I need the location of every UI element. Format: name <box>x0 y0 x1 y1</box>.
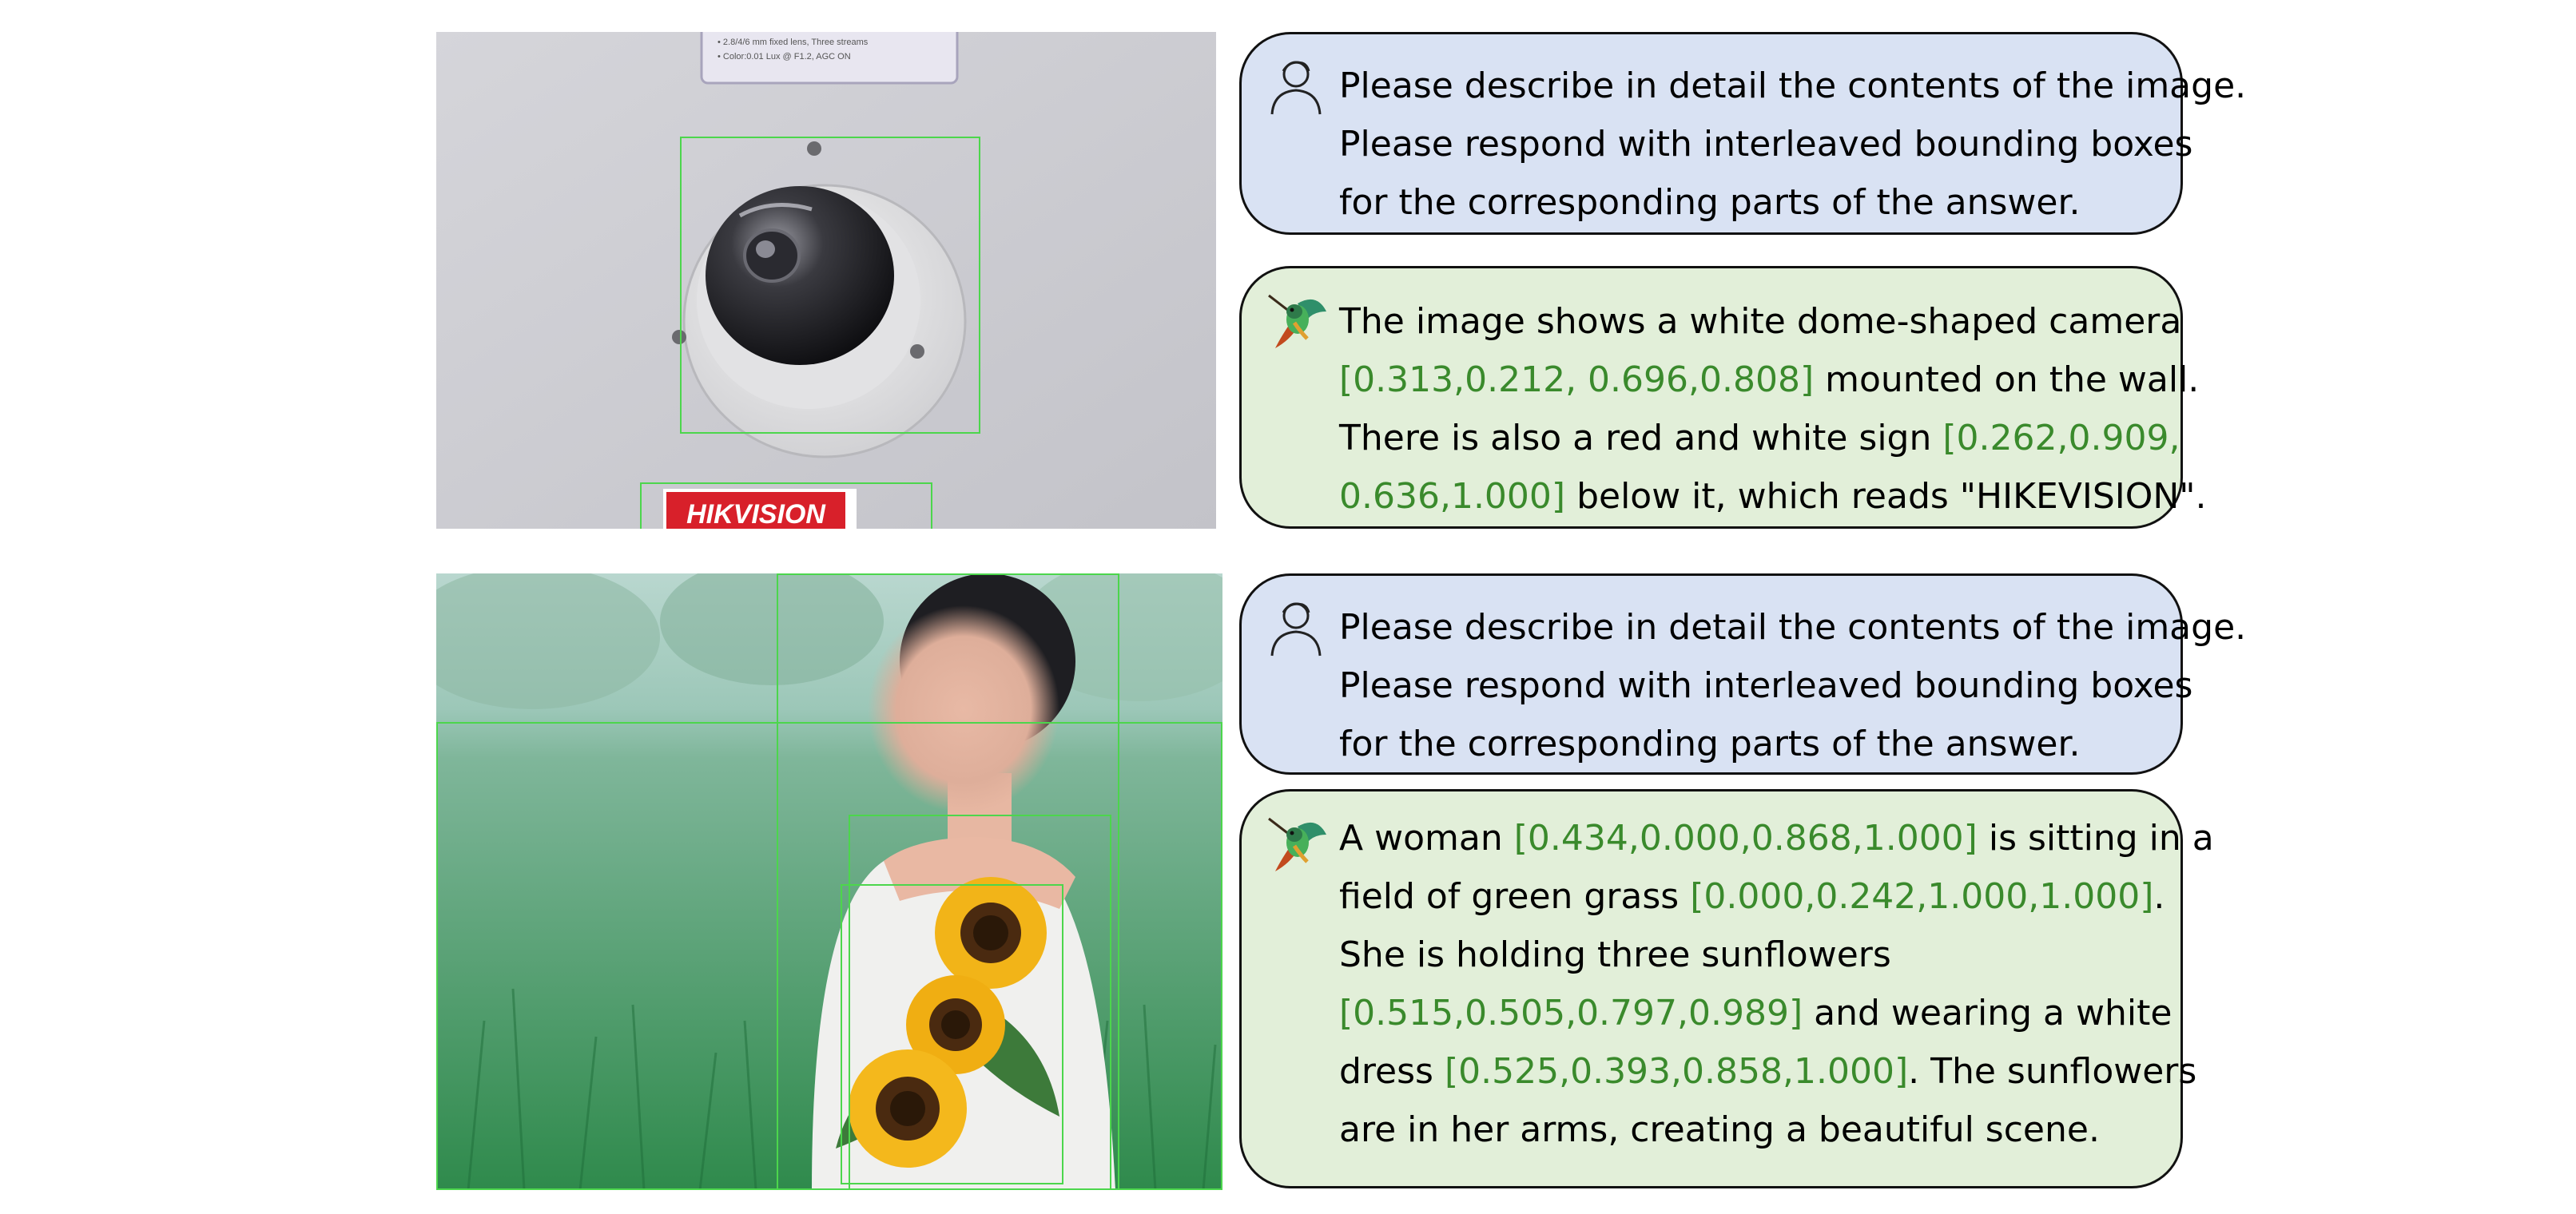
bbox-camera <box>680 137 980 434</box>
question-line-1: Please describe in detail the contents o… <box>1339 65 2247 106</box>
answer-text: . <box>2153 876 2165 917</box>
hikvision-sign-text: HIKVISION <box>686 499 826 529</box>
answer-line-4: 0.636,1.000] below it, which reads "HIKE… <box>1339 467 2207 526</box>
answer-line-4: [0.515,0.505,0.797,0.989] and wearing a … <box>1339 984 2180 1042</box>
bbox-grass <box>436 722 1222 1190</box>
spec-label-line-2: • Color:0.01 Lux @ F1.2, AGC ON <box>718 52 851 61</box>
camera-dome <box>706 186 894 365</box>
answer-text: A woman <box>1339 818 1514 859</box>
camera-photo-image: • 2.8/4/6 mm fixed lens, Three streams •… <box>436 32 1216 529</box>
bbox-sunflowers <box>841 884 1063 1184</box>
question-line-3: for the corresponding parts of the answe… <box>1339 182 2081 223</box>
assistant-answer-bubble-2: A woman [0.434,0.000,0.868,1.000] is sit… <box>1239 789 2214 1188</box>
user-question-bubble-2: Please describe in detail the contents o… <box>1239 573 2247 775</box>
answer-line-1: The image shows a white dome-shaped came… <box>1339 301 2182 342</box>
bbox-text-sign-part2: 0.636,1.000] <box>1339 476 1566 517</box>
answer-text: There is also a red and white sign <box>1339 418 1943 458</box>
user-question-bubble-1: Please describe in detail the contents o… <box>1239 32 2247 235</box>
bbox-text-dress: [0.525,0.393,0.858,1.000] <box>1444 1051 1909 1092</box>
answer-text: field of green grass <box>1339 876 1691 917</box>
answer-text: . The sunflowers <box>1908 1051 2197 1092</box>
bbox-dress <box>849 815 1111 1190</box>
answer-line-2: field of green grass [0.000,0.242,1.000,… <box>1339 867 2180 926</box>
question-line-1: Please describe in detail the contents o… <box>1339 607 2247 648</box>
sunflowers <box>849 877 1047 1168</box>
answer-line-3: She is holding three sunflowers <box>1339 934 1891 975</box>
answer-text: is sitting in a <box>1977 818 2214 859</box>
answer-text: and wearing a white <box>1803 993 2173 1033</box>
user-avatar-icon <box>1266 595 1330 659</box>
assistant-answer-bubble-1: The image shows a white dome-shaped came… <box>1239 266 2207 529</box>
user-avatar-icon <box>1266 54 1330 117</box>
answer-text: below it, which reads "HIKEVISION". <box>1565 476 2207 517</box>
hummingbird-icon <box>1266 811 1330 875</box>
bbox-text-woman: [0.434,0.000,0.868,1.000] <box>1513 818 1978 859</box>
bbox-text-sunflowers: [0.515,0.505,0.797,0.989] <box>1339 993 1803 1033</box>
question-line-2: Please respond with interleaved bounding… <box>1339 124 2193 165</box>
answer-text: mounted on the wall. <box>1814 359 2200 400</box>
spec-label-line-1: • 2.8/4/6 mm fixed lens, Three streams <box>718 38 869 47</box>
sunflower-photo <box>436 573 1222 1190</box>
hikvision-sign <box>666 492 845 529</box>
hummingbird-icon <box>1266 288 1330 351</box>
blurred-face <box>868 605 1059 813</box>
answer-line-5: dress [0.525,0.393,0.858,1.000]. The sun… <box>1339 1042 2196 1101</box>
camera-photo: • 2.8/4/6 mm fixed lens, Three streams •… <box>436 32 1216 529</box>
answer-line-3: There is also a red and white sign [0.26… <box>1339 409 2180 467</box>
bbox-text-sign-part1: [0.262,0.909, <box>1942 418 2180 458</box>
question-line-2: Please respond with interleaved bounding… <box>1339 665 2193 706</box>
answer-line-1: A woman [0.434,0.000,0.868,1.000] is sit… <box>1339 809 2214 867</box>
bbox-sign <box>640 482 932 529</box>
bbox-text-grass: [0.000,0.242,1.000,1.000] <box>1690 876 2154 917</box>
bbox-text-camera: [0.313,0.212, 0.696,0.808] <box>1339 359 1815 400</box>
answer-text: dress <box>1339 1051 1445 1092</box>
sunflower-photo-image <box>436 573 1222 1190</box>
answer-line-2: [0.313,0.212, 0.696,0.808] mounted on th… <box>1339 351 2199 409</box>
answer-line-6: are in her arms, creating a beautiful sc… <box>1339 1109 2100 1150</box>
question-line-3: for the corresponding parts of the answe… <box>1339 724 2081 764</box>
